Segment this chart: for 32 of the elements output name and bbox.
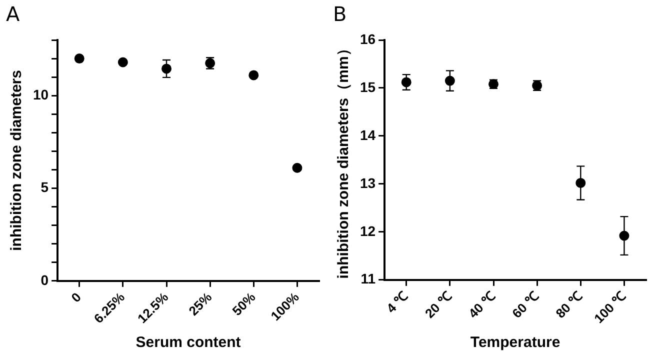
point (248, 70, 259, 80)
y-tick-label: 0 (40, 272, 49, 288)
y-tick-label: 12 (360, 222, 376, 239)
x-tick-label: 80 ℃ (552, 288, 586, 322)
y-tick-label: 16 (360, 30, 376, 47)
point (401, 77, 412, 88)
point (619, 230, 630, 241)
chart-title: A (6, 2, 20, 26)
x-axis-title: Serum content (136, 334, 241, 352)
point (444, 76, 455, 86)
point (292, 162, 302, 173)
x-axis-title: Temperature (470, 334, 560, 352)
point (576, 178, 586, 188)
point (118, 57, 128, 68)
x-tick-label: 20 ℃ (422, 288, 455, 322)
y-tick-label: 5 (40, 179, 49, 196)
y-tick-label: 15 (360, 78, 376, 95)
point (74, 54, 84, 64)
x-tick-label: 100 ℃ (591, 288, 629, 326)
y-axis-title: inhibition zone diameters (8, 70, 26, 251)
point (162, 64, 172, 74)
y-tick-label: 11 (360, 270, 376, 287)
x-tick-label: 4 ℃ (384, 288, 412, 316)
x-tick-label: 60 ℃ (509, 288, 542, 322)
y-tick-label: 10 (32, 86, 49, 102)
x-tick-label: 40 ℃ (466, 288, 498, 322)
x-tick-label: 50% (229, 289, 259, 318)
y-tick-label: 13 (360, 174, 376, 191)
x-tick-label: 0 (68, 289, 84, 306)
y-tick-label: 14 (360, 126, 376, 143)
chart-title: B (333, 2, 347, 26)
y-axis-title: inhibition zone diameters（mm） (335, 41, 352, 279)
